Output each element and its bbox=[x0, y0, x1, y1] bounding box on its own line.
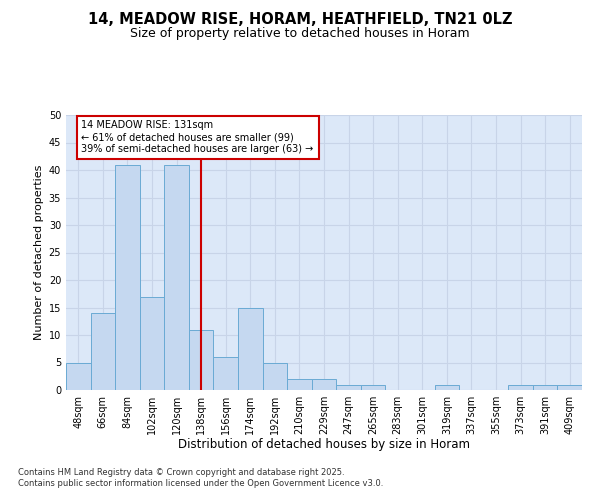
Bar bbox=[533, 384, 557, 390]
Bar bbox=[115, 164, 140, 390]
Text: 14 MEADOW RISE: 131sqm
← 61% of detached houses are smaller (99)
39% of semi-det: 14 MEADOW RISE: 131sqm ← 61% of detached… bbox=[82, 120, 314, 154]
Bar bbox=[140, 296, 164, 390]
Bar bbox=[508, 384, 533, 390]
Bar bbox=[214, 357, 238, 390]
Text: Size of property relative to detached houses in Horam: Size of property relative to detached ho… bbox=[130, 28, 470, 40]
Bar bbox=[361, 384, 385, 390]
Bar bbox=[434, 384, 459, 390]
Bar bbox=[287, 379, 312, 390]
Bar bbox=[189, 330, 214, 390]
Bar bbox=[91, 313, 115, 390]
Y-axis label: Number of detached properties: Number of detached properties bbox=[34, 165, 44, 340]
Bar bbox=[164, 164, 189, 390]
Bar bbox=[312, 379, 336, 390]
Text: 14, MEADOW RISE, HORAM, HEATHFIELD, TN21 0LZ: 14, MEADOW RISE, HORAM, HEATHFIELD, TN21… bbox=[88, 12, 512, 28]
Bar bbox=[66, 362, 91, 390]
Bar bbox=[263, 362, 287, 390]
Text: Contains HM Land Registry data © Crown copyright and database right 2025.
Contai: Contains HM Land Registry data © Crown c… bbox=[18, 468, 383, 487]
Bar bbox=[238, 308, 263, 390]
Bar bbox=[336, 384, 361, 390]
X-axis label: Distribution of detached houses by size in Horam: Distribution of detached houses by size … bbox=[178, 438, 470, 452]
Bar bbox=[557, 384, 582, 390]
